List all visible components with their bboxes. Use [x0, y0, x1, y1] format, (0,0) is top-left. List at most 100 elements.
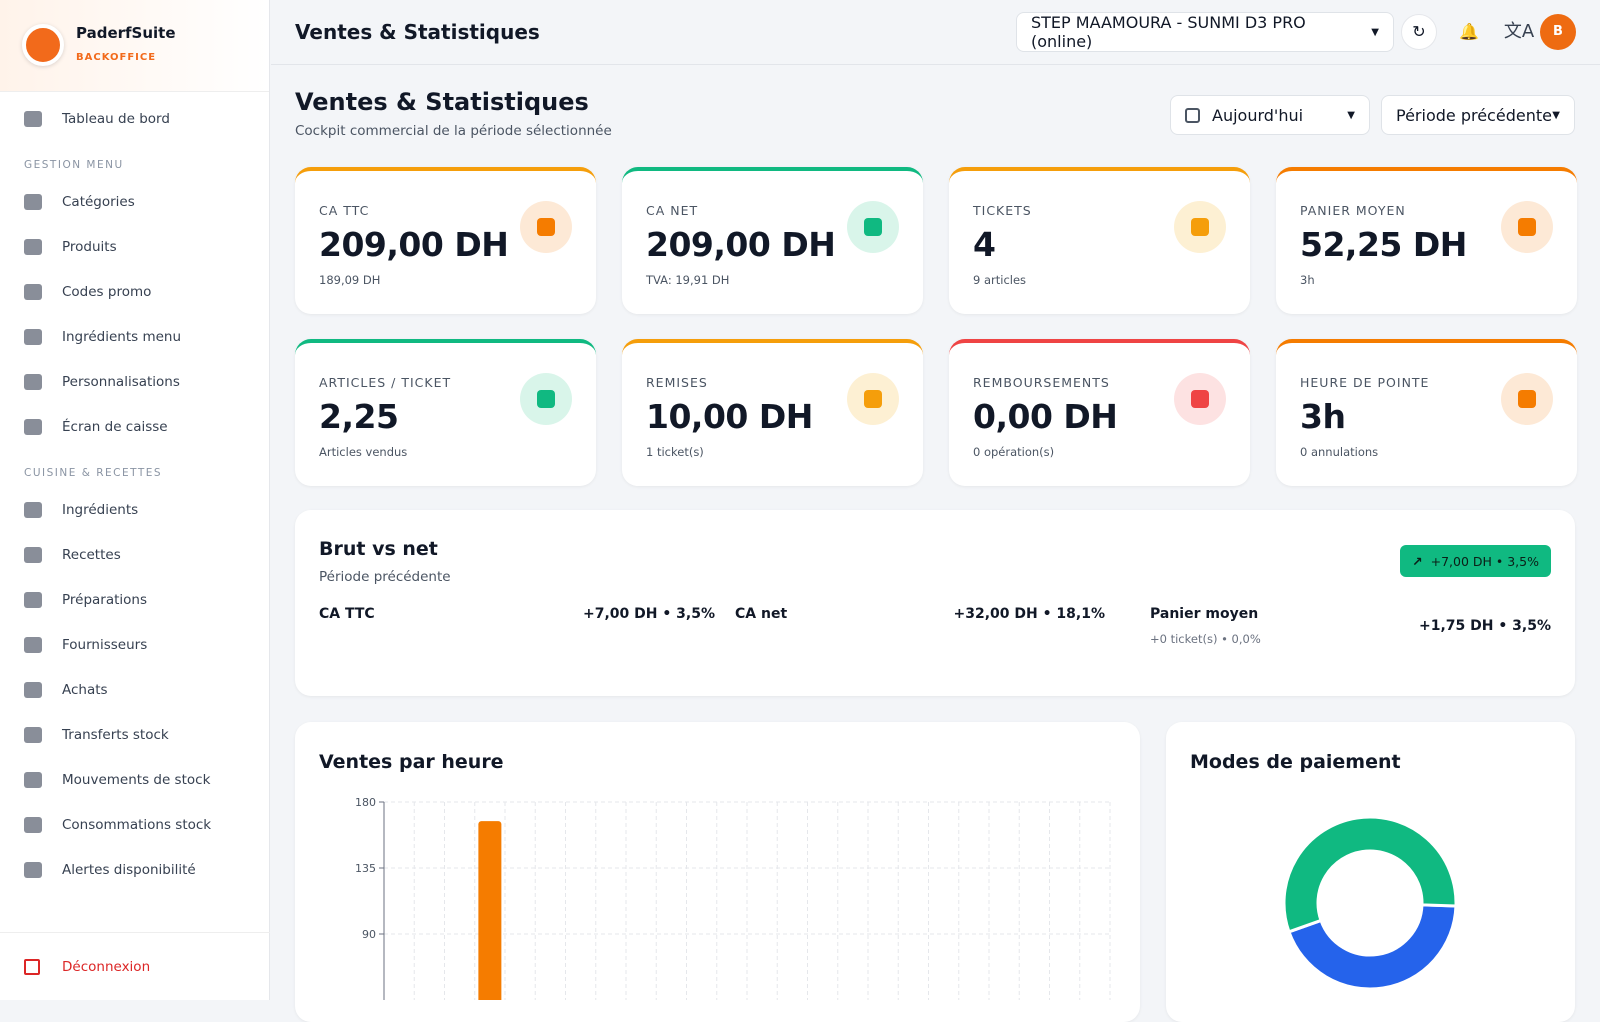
nav-item[interactable]: Achats	[0, 667, 269, 712]
nav-list: Tableau de bord GESTION MENU Catégories Pro…	[0, 92, 269, 892]
nav-item[interactable]: Consommations stock	[0, 802, 269, 847]
comparison-label: Panier moyen	[1150, 606, 1259, 622]
nav-icon	[24, 861, 42, 878]
kpi-icon-glyph	[864, 218, 882, 236]
nav-icon	[24, 681, 42, 698]
nav-icon	[24, 816, 42, 833]
kpi-icon	[1501, 373, 1553, 425]
badge-text: +7,00 DH • 3,5%	[1430, 553, 1539, 569]
nav-item[interactable]: Codes promo	[0, 269, 269, 314]
kpi-icon	[847, 201, 899, 253]
caret: ▼	[1347, 109, 1355, 121]
nav-item[interactable]: Recettes	[0, 532, 269, 577]
kpi-value: 209,00 DH	[319, 225, 509, 264]
comparison-badge: ↗ +7,00 DH • 3,5%	[1400, 545, 1551, 577]
kpi-label: CA NET	[646, 203, 699, 218]
kpi-value: 2,25	[319, 397, 399, 436]
comparison-value: +7,00 DH • 3,5%	[582, 606, 715, 622]
notifications-button[interactable]: 🔔	[1459, 22, 1479, 41]
logo	[22, 24, 64, 66]
brand-subtitle: BACKOFFICE	[76, 52, 157, 63]
nav-label: Mouvements de stock	[62, 771, 211, 788]
topbar-title: Ventes & Statistiques	[295, 20, 540, 44]
nav-label: Ingrédients menu	[62, 328, 182, 345]
nav-section-title: CUISINE & RECETTES	[24, 467, 163, 479]
kpi-value: 10,00 DH	[646, 397, 813, 436]
nav-label: Recettes	[62, 546, 121, 563]
kpi-sub: 3h	[1300, 273, 1315, 287]
nav-icon	[24, 193, 42, 210]
nav-icon	[24, 726, 42, 743]
kpi-sub: 0 annulations	[1300, 445, 1379, 459]
kpi-icon-glyph	[1191, 390, 1209, 408]
nav-icon	[24, 771, 42, 788]
comparison-label: CA TTC	[319, 606, 375, 622]
brand-name: PaderfSuite	[76, 24, 176, 42]
kpi-icon	[520, 373, 572, 425]
avatar[interactable]: B	[1540, 14, 1576, 50]
caret: ▼	[1371, 26, 1379, 38]
kpi-card: PANIER MOYEN 52,25 DH 3h	[1276, 167, 1577, 314]
compare-label: Période précédente	[1396, 105, 1552, 125]
kpi-sub: 189,09 DH	[319, 273, 381, 287]
kpi-card: ARTICLES / TICKET 2,25 Articles vendus	[295, 339, 596, 486]
kpi-card: CA TTC 209,00 DH 189,09 DH	[295, 167, 596, 314]
period-select[interactable]: Aujourd'hui ▼	[1170, 95, 1370, 135]
nav-item[interactable]: Ingrédients menu	[0, 314, 269, 359]
kpi-icon-glyph	[537, 218, 555, 236]
kpi-label: TICKETS	[973, 203, 1032, 218]
nav-item[interactable]: Fournisseurs	[0, 622, 269, 667]
nav-label: Écran de caisse	[62, 418, 168, 435]
payment-card	[1166, 722, 1575, 1022]
nav-item[interactable]: Transferts stock	[0, 712, 269, 757]
kpi-value: 4	[973, 225, 996, 264]
nav-icon	[24, 373, 42, 390]
kpi-icon-glyph	[1518, 218, 1536, 236]
kpi-sub: 9 articles	[973, 273, 1027, 287]
logout[interactable]: Déconnexion	[0, 932, 270, 1000]
nav-item[interactable]: Catégories	[0, 179, 269, 224]
nav-icon	[24, 418, 42, 435]
nav-item[interactable]: Tableau de bord	[0, 96, 269, 141]
logout-icon	[24, 958, 40, 975]
kpi-sub: Articles vendus	[319, 445, 408, 459]
kpi-icon	[1174, 201, 1226, 253]
kpi-label: ARTICLES / TICKET	[319, 375, 452, 390]
nav-item[interactable]: Personnalisations	[0, 359, 269, 404]
nav-item[interactable]: Préparations	[0, 577, 269, 622]
kpi-value: 209,00 DH	[646, 225, 836, 264]
nav-label: Achats	[62, 681, 108, 698]
trend-icon: ↗	[1412, 553, 1423, 569]
nav-label: Ingrédients	[62, 501, 139, 518]
nav-section-title: GESTION MENU	[24, 159, 124, 171]
sidebar: PaderfSuite BACKOFFICE Tableau de bord GE…	[0, 0, 270, 1000]
kpi-icon-glyph	[1191, 218, 1209, 236]
compare-select[interactable]: Période précédente ▼	[1381, 95, 1575, 135]
kpi-label: REMBOURSEMENTS	[973, 375, 1110, 390]
kpi-icon-glyph	[537, 390, 555, 408]
refresh-button[interactable]: ↻	[1401, 14, 1437, 50]
nav-icon	[24, 591, 42, 608]
language-button[interactable]: 文A	[1503, 21, 1535, 42]
nav-item[interactable]: Alertes disponibilité	[0, 847, 269, 892]
kpi-icon	[520, 201, 572, 253]
nav-label: Personnalisations	[62, 373, 180, 390]
device-select[interactable]: STEP MAAMOURA - SUNMI D3 PRO (online) ▼	[1016, 12, 1394, 52]
nav-label: Consommations stock	[62, 816, 212, 833]
nav-item[interactable]: Mouvements de stock	[0, 757, 269, 802]
kpi-card: HEURE DE POINTE 3h 0 annulations	[1276, 339, 1577, 486]
nav-icon	[24, 328, 42, 345]
nav-label: Préparations	[62, 591, 148, 608]
kpi-value: 0,00 DH	[973, 397, 1118, 436]
nav-item[interactable]: Produits	[0, 224, 269, 269]
nav-item[interactable]: Ingrédients	[0, 487, 269, 532]
kpi-label: CA TTC	[319, 203, 370, 218]
comparison-title: Brut vs net	[319, 538, 438, 560]
nav-item[interactable]: Écran de caisse	[0, 404, 269, 449]
nav-icon	[24, 110, 42, 127]
caret: ▼	[1552, 109, 1560, 121]
kpi-sub: TVA: 19,91 DH	[646, 273, 730, 287]
kpi-icon	[847, 373, 899, 425]
nav-icon	[24, 283, 42, 300]
